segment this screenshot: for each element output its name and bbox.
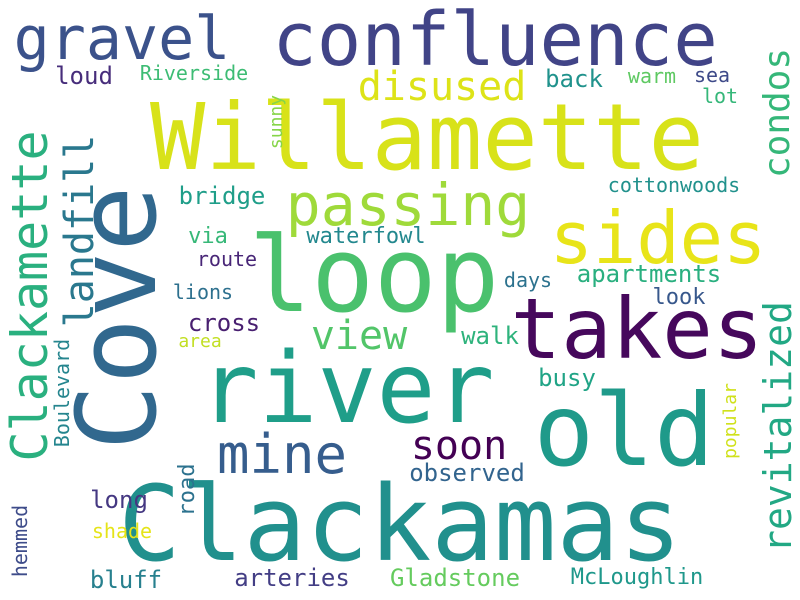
word-sea: sea xyxy=(693,63,731,87)
word-mcloughlin: McLoughlin xyxy=(570,565,704,590)
word-takes: takes xyxy=(510,280,764,378)
word-bridge: bridge xyxy=(178,182,266,210)
word-willamette: Willamette xyxy=(150,84,704,191)
word-route: route xyxy=(196,247,258,271)
word-look: look xyxy=(652,285,706,310)
word-apartments: apartments xyxy=(576,260,722,288)
word-clackamas: Clackamas xyxy=(118,463,682,585)
word-long: long xyxy=(90,486,148,514)
word-back: back xyxy=(545,65,603,93)
word-area: area xyxy=(178,331,222,352)
word-sunny: sunny xyxy=(266,94,287,150)
word-road: road xyxy=(175,463,200,517)
word-riverside: Riverside xyxy=(139,61,249,85)
word-cross: cross xyxy=(187,309,261,337)
word-waterfowl: waterfowl xyxy=(306,224,426,249)
word-confluence: confluence xyxy=(272,0,718,83)
word-bluff: bluff xyxy=(89,566,163,594)
word-sides: sides xyxy=(549,196,767,280)
word-soon: soon xyxy=(410,423,508,469)
word-shade: shade xyxy=(91,519,153,543)
word-gladstone: Gladstone xyxy=(389,564,521,592)
word-view: view xyxy=(310,313,408,359)
word-loud: loud xyxy=(55,62,113,90)
word-loop: loop xyxy=(248,214,500,336)
word-cottonwoods: cottonwoods xyxy=(607,173,741,197)
word-observed: observed xyxy=(409,459,525,487)
word-clackamette: Clackamette xyxy=(1,130,59,462)
word-busy: busy xyxy=(538,364,596,392)
word-passing: passing xyxy=(285,171,531,239)
word-condos: condos xyxy=(757,47,798,179)
word-lions: lions xyxy=(172,280,234,304)
word-revitalized: revitalized xyxy=(756,301,800,553)
word-arteries: arteries xyxy=(234,564,350,592)
word-river: river xyxy=(199,332,495,446)
word-disused: disused xyxy=(357,64,527,110)
word-via: via xyxy=(188,224,228,249)
word-mine: mine xyxy=(216,423,348,486)
word-popular: popular xyxy=(720,383,741,459)
word-lot: lot xyxy=(701,84,739,108)
word-old: old xyxy=(533,372,715,489)
word-walk: walk xyxy=(461,322,519,350)
word-boulevard: Boulevard xyxy=(50,338,74,448)
word-landfill: landfill xyxy=(57,134,103,328)
word-gravel: gravel xyxy=(13,4,231,74)
word-hemmed: hemmed xyxy=(8,504,32,578)
word-days: days xyxy=(503,268,553,292)
word-warm: warm xyxy=(627,64,677,88)
